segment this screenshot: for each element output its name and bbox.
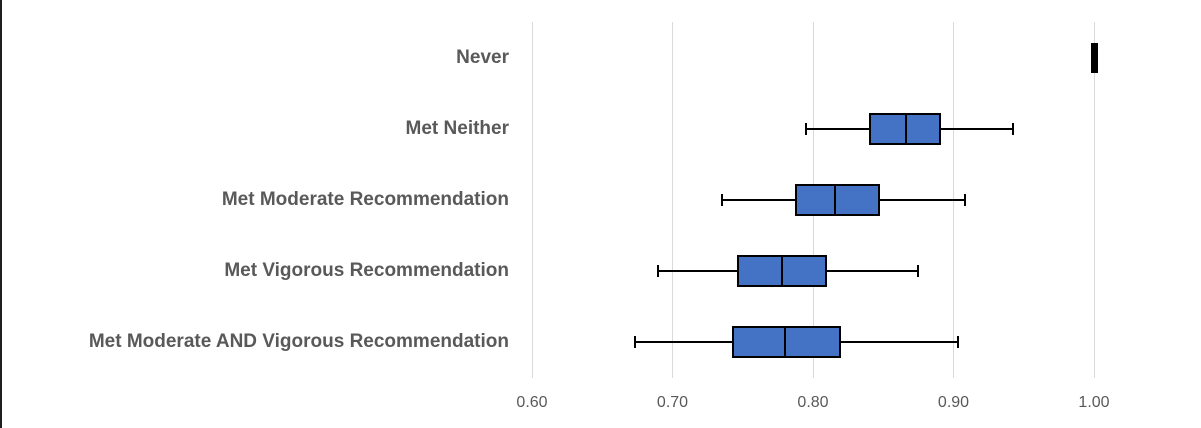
whisker-high-line [827,270,919,273]
whisker-low-line [721,199,795,201]
x-axis-tick-label: 0.60 [516,394,548,411]
gridline [531,22,533,378]
whisker-high-line [940,127,1013,130]
category-label: Met Moderate Recommendation [221,189,509,210]
median-line [781,255,784,288]
x-axis-tick-label: 0.70 [656,394,689,411]
whisker-low-line [805,127,870,130]
whisker-high-line [880,199,965,201]
whisker-high-cap [963,194,966,206]
median-line [834,184,837,216]
gridline [672,22,673,378]
category-label: Met Vigorous Recommendation [224,260,509,282]
median-line [783,326,786,359]
whisker-low-cap [804,122,807,135]
category-label: Met Neither [405,117,509,139]
whisker-low-cap [657,265,660,278]
x-axis-tick-label: 1.00 [1078,394,1110,411]
whisker-high-cap [917,265,920,278]
iqr-box [731,326,842,359]
gridline [1093,22,1095,378]
whisker-high-cap [1011,122,1014,135]
x-axis-tick-label: 0.80 [797,394,829,411]
whisker-high-line [841,341,958,344]
whisker-low-line [634,341,732,344]
whisker-low-cap [720,194,723,206]
x-axis-tick-label: 0.90 [937,394,970,411]
whisker-high-cap [956,336,959,349]
iqr-box [794,184,881,216]
category-label: Never [456,46,509,68]
reference-bar [1090,42,1098,73]
whisker-low-line [658,270,738,273]
category-label: Met Moderate AND Vigorous Recommendation [88,331,509,353]
median-line [904,112,907,145]
whisker-low-cap [633,336,636,349]
